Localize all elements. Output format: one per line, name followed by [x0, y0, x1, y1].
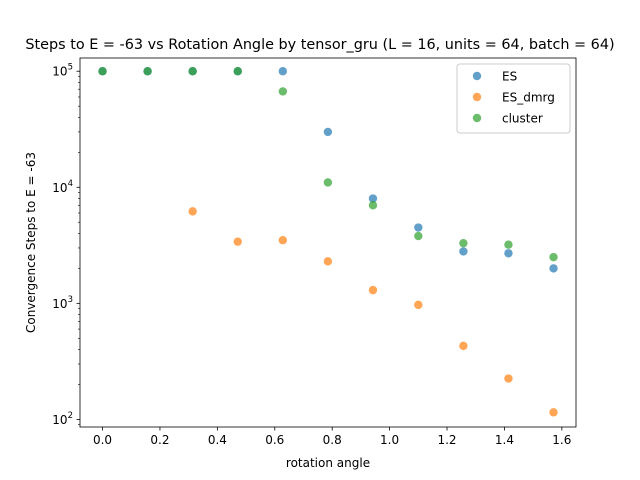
data-point-cluster: [368, 201, 378, 210]
data-point-cluster: [414, 231, 423, 241]
data-point-es: [549, 264, 558, 273]
data-points: [98, 67, 558, 417]
x-tick-label: 0.0: [93, 433, 112, 447]
data-point-es-dmrg: [504, 374, 513, 383]
y-tick-label-base: 10: [52, 65, 67, 79]
legend-label: ES_dmrg: [502, 91, 555, 105]
x-tick-label: 1.2: [437, 433, 456, 447]
data-point-es: [504, 249, 513, 258]
chart-title: Steps to E = -63 vs Rotation Angle by te…: [25, 37, 614, 53]
data-point-es-dmrg: [278, 235, 288, 245]
y-tick-label: 105: [52, 63, 73, 79]
data-point-es-dmrg: [233, 237, 242, 246]
y-axis-label: Convergence Steps to E = -63: [24, 152, 38, 333]
legend-box: [456, 63, 571, 134]
data-point-es-dmrg: [368, 285, 378, 295]
data-point-cluster: [459, 238, 468, 248]
data-point-es: [323, 127, 333, 137]
x-tick-label: 1.6: [552, 433, 571, 447]
y-tick-label-exponent: 5: [68, 63, 73, 73]
y-tick-label: 102: [52, 411, 73, 427]
data-point-cluster: [504, 240, 513, 249]
data-point-es-dmrg: [459, 341, 468, 351]
data-point-es-dmrg: [549, 408, 558, 417]
x-axis-label: rotation angle: [286, 456, 370, 470]
y-tick-label-exponent: 4: [68, 179, 73, 189]
data-point-cluster: [233, 67, 242, 76]
y-tick-label-base: 10: [52, 297, 67, 311]
data-point-es: [459, 247, 468, 256]
y-tick-label-exponent: 2: [68, 411, 73, 421]
data-point-es-dmrg: [188, 207, 197, 216]
data-point-es: [414, 223, 423, 232]
legend-marker: [472, 92, 482, 102]
data-point-cluster: [143, 67, 152, 76]
data-point-cluster: [278, 87, 288, 96]
y-tick-label-exponent: 3: [68, 295, 73, 305]
data-point-cluster: [323, 178, 333, 187]
data-point-cluster: [98, 67, 107, 76]
legend-marker: [472, 71, 482, 81]
data-point-es: [278, 67, 288, 76]
y-tick-label-base: 10: [52, 181, 67, 195]
data-point-es-dmrg: [414, 300, 423, 310]
y-tick-label: 103: [52, 295, 73, 311]
axes-frame: [79, 57, 577, 428]
legend-label: cluster: [502, 112, 543, 126]
x-tick-label: 1.0: [380, 433, 399, 447]
y-tick-label-base: 10: [52, 413, 67, 427]
x-tick-label: 1.4: [495, 433, 514, 447]
x-tick-label: 0.8: [323, 433, 342, 447]
data-point-cluster: [549, 252, 558, 262]
x-tick-label: 0.2: [150, 433, 169, 447]
x-tick-label: 0.6: [265, 433, 284, 447]
data-point-cluster: [188, 67, 197, 76]
axes-border: [79, 57, 577, 428]
x-tick-label: 0.4: [208, 433, 227, 447]
data-point-es: [368, 194, 378, 203]
y-tick-label: 104: [52, 179, 73, 195]
legend-label: ES: [502, 70, 517, 84]
legend-marker: [472, 113, 482, 123]
data-point-es-dmrg: [323, 257, 333, 266]
